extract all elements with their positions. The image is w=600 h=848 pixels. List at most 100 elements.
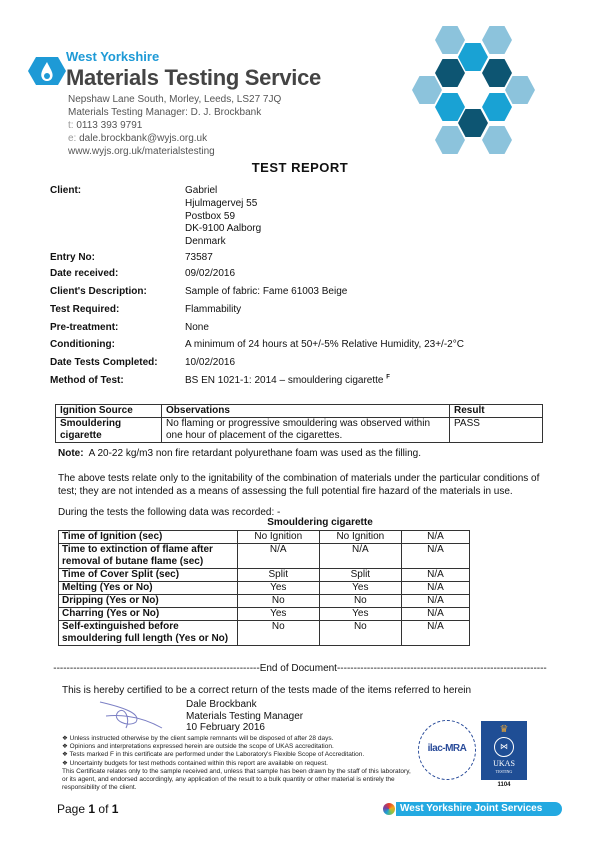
- row-label: Dripping (Yes or No): [58, 594, 238, 608]
- page-title: TEST REPORT: [251, 160, 349, 175]
- observations-cell: No flaming or progressive smouldering wa…: [161, 417, 450, 443]
- detail-value: 73587: [185, 252, 213, 265]
- signatory-block: Dale Brockbank Materials Testing Manager…: [186, 699, 303, 734]
- hexagon: [482, 59, 512, 87]
- phone: 0113 393 9791: [76, 120, 143, 131]
- table-row: Time of Cover Split (sec) Split Split N/A: [58, 568, 471, 582]
- value-cell: No Ignition: [318, 530, 402, 544]
- detail-label: Date Tests Completed:: [50, 357, 158, 368]
- value-cell: N/A: [318, 543, 402, 569]
- value-cell: N/A: [400, 568, 471, 582]
- value-cell: Yes: [318, 581, 402, 595]
- detail-value-text: BS EN 1021-1: 2014 – smouldering cigaret…: [185, 375, 384, 386]
- disclaimer: This Certificate relates only to the sam…: [62, 767, 411, 792]
- bullet-text: Opinions and interpretations expressed h…: [69, 743, 334, 751]
- signatory-role: Materials Testing Manager: [186, 710, 304, 722]
- ignition-table: Ignition Source Observations Result Smou…: [55, 404, 543, 443]
- note: Note: A 20-22 kg/m3 non fire retardant p…: [58, 447, 421, 460]
- brand-main: Materials Testing Service: [66, 65, 321, 90]
- value-cell: N/A: [400, 543, 471, 569]
- flexible-scope-mark: F: [386, 374, 390, 381]
- client-line: DK-9100 Aalborg: [185, 223, 262, 235]
- ukas-sub: TESTING: [495, 769, 513, 774]
- row-label: Self-extinguished before smouldering ful…: [58, 620, 238, 646]
- of-word: of: [98, 802, 109, 816]
- ilac-text: ilac-MRA: [427, 743, 467, 754]
- during-text: During the tests the following data was …: [58, 507, 281, 518]
- value-cell: N/A: [400, 581, 471, 595]
- table-row: Melting (Yes or No) Yes Yes N/A: [58, 581, 471, 595]
- notes-block: ❖ Unless instructed otherwise by the cli…: [62, 735, 412, 792]
- note-text: A 20-22 kg/m3 non fire retardant polyure…: [88, 448, 421, 459]
- ukas-logo: ♛ ⋈ UKAS TESTING: [481, 721, 527, 780]
- hexagon: [435, 26, 465, 54]
- client-line: Postbox 59: [185, 210, 236, 222]
- bullet-item: ❖ Uncertainty budgets for test methods c…: [62, 759, 328, 767]
- detail-value: None: [185, 322, 209, 335]
- client-value: Gabriel Hjulmagervej 55 Postbox 59 DK-91…: [185, 185, 261, 249]
- detail-label: Client's Description:: [50, 286, 147, 297]
- hexagon-logo-icon: [412, 26, 535, 154]
- signatory-name: Dale Brockbank: [186, 699, 257, 710]
- detail-label: Pre-treatment:: [50, 322, 119, 333]
- address: Nepshaw Lane South, Morley, Leeds, LS27 …: [68, 94, 282, 105]
- certification-statement: This is hereby certified to be a correct…: [62, 685, 472, 696]
- email-label: e:: [68, 133, 77, 144]
- detail-value-text: Sample of fabric: Fame 61003 Beige: [185, 286, 348, 297]
- hexagon: [435, 126, 465, 154]
- value-cell: No Ignition: [236, 530, 320, 544]
- limitation-paragraph: The above tests relate only to the ignit…: [58, 473, 540, 497]
- detail-label: Test Required:: [50, 304, 120, 315]
- value-cell: N/A: [236, 543, 320, 569]
- hexagon: [482, 93, 512, 121]
- value-cell: Split: [318, 568, 402, 582]
- header-result: Result: [449, 404, 543, 418]
- bullet-item: ❖ Unless instructed otherwise by the cli…: [62, 735, 334, 742]
- ilac-logo: ilac-MRA: [418, 720, 476, 780]
- value-cell: No: [318, 594, 402, 608]
- hexagon: [482, 126, 512, 154]
- bullet-text: Unless instructed otherwise by the clien…: [69, 735, 334, 742]
- client-label: Client:: [50, 185, 82, 196]
- detail-value: 10/02/2016: [185, 357, 235, 370]
- detail-value-text: 73587: [185, 252, 213, 263]
- footer-brand: West Yorkshire Joint Services: [396, 802, 562, 816]
- table-row: Dripping (Yes or No) No No N/A: [58, 594, 471, 608]
- value-cell: N/A: [400, 594, 471, 608]
- detail-value: Sample of fabric: Fame 61003 Beige: [185, 286, 347, 299]
- website[interactable]: www.wyjs.org.uk/materialstesting: [68, 146, 215, 157]
- table-row: Time of Ignition (sec) No Ignition No Igni…: [58, 530, 471, 544]
- hexagon: [505, 76, 535, 104]
- result-cell: PASS: [449, 417, 543, 443]
- client-line: Hjulmagervej 55: [185, 197, 258, 209]
- materials-logo-icon: [28, 57, 66, 85]
- detail-value-text: Flammability: [185, 304, 242, 315]
- hexagon: [482, 26, 512, 54]
- value-cell: No: [236, 594, 320, 608]
- brand-top: West Yorkshire: [66, 49, 160, 64]
- note-label: Note:: [58, 448, 84, 459]
- value-cell: No: [318, 620, 402, 646]
- crown-icon: ♛: [499, 724, 509, 735]
- email[interactable]: dale.brockbank@wyjs.org.uk: [79, 133, 208, 144]
- hexagon: [435, 93, 465, 121]
- bullet-text: Uncertainty budgets for test methods con…: [69, 759, 328, 767]
- contact-block: Nepshaw Lane South, Morley, Leeds, LS27 …: [68, 93, 281, 158]
- detail-value: 09/02/2016: [185, 268, 235, 281]
- signature-icon: [99, 701, 163, 729]
- data-table-title: Smouldering cigarette: [267, 517, 373, 528]
- value-cell: Yes: [236, 581, 320, 595]
- hexagon: [458, 43, 488, 71]
- table-row: Charring (Yes or No) Yes Yes N/A: [58, 607, 471, 621]
- header-ignition-source: Ignition Source: [55, 404, 162, 418]
- end-of-document: ----------------------------------------…: [53, 663, 547, 674]
- detail-value: BS EN 1021-1: 2014 – smouldering cigaret…: [185, 375, 390, 388]
- phone-label: t:: [68, 120, 74, 131]
- ukas-number: 1104: [497, 782, 511, 788]
- detail-value: Flammability: [185, 304, 241, 317]
- ukas-emblem-icon: ⋈: [494, 737, 514, 757]
- value-cell: N/A: [400, 607, 471, 621]
- detail-value: A minimum of 24 hours at 50+/-5% Relativ…: [185, 339, 464, 352]
- value-cell: Yes: [318, 607, 402, 621]
